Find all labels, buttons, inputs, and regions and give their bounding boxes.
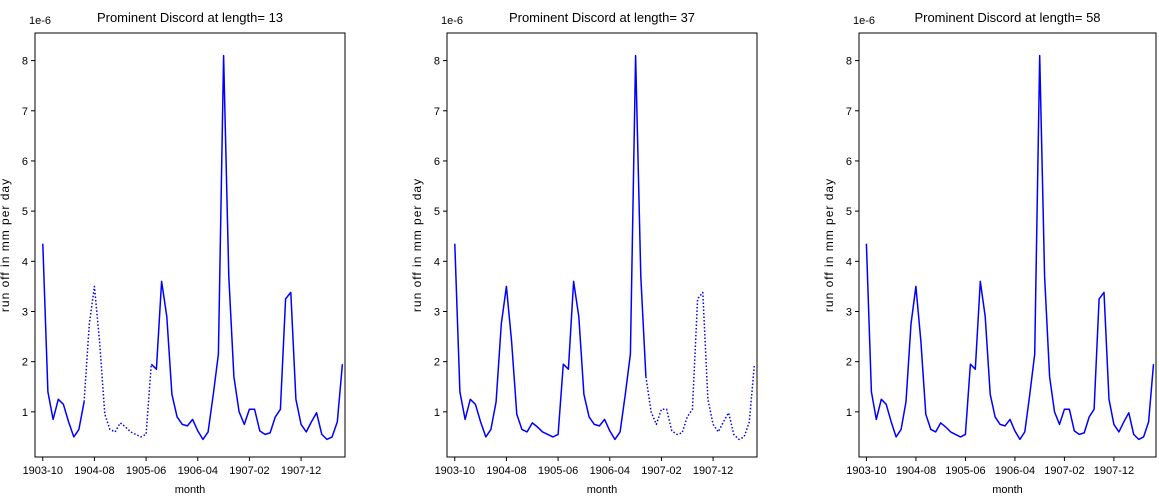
chart-title: Prominent Discord at length= 37 xyxy=(509,10,695,25)
x-axis-label: month xyxy=(992,484,1023,496)
x-tick-label: 1907-12 xyxy=(693,465,733,477)
scale-label: 1e-6 xyxy=(853,15,875,27)
y-tick-label: 2 xyxy=(846,357,852,369)
x-tick-label: 1904-08 xyxy=(896,465,936,477)
chart-panel: 1 2 3 4 5 6 7 8 1903-10 1904-08 1905-06 1906-04 1907… xyxy=(0,10,346,496)
y-tick-label: 2 xyxy=(434,357,440,369)
y-tick-label: 7 xyxy=(846,106,852,118)
y-tick-label: 5 xyxy=(22,206,28,218)
y-tick-label: 8 xyxy=(434,56,440,68)
y-tick-label: 8 xyxy=(846,56,852,68)
y-axis-label: run off in mm per day xyxy=(822,178,836,312)
discord-line xyxy=(83,285,153,438)
y-tick-label: 5 xyxy=(434,206,440,218)
x-tick-label: 1907-02 xyxy=(229,465,269,477)
y-tick-label: 4 xyxy=(22,256,28,268)
series-line xyxy=(454,54,647,441)
y-tick-label: 4 xyxy=(434,256,440,268)
y-axis-label: run off in mm per day xyxy=(410,178,424,312)
scale-label: 1e-6 xyxy=(441,15,463,27)
chart-title: Prominent Discord at length= 58 xyxy=(914,10,1100,25)
x-tick-label: 1906-04 xyxy=(178,465,218,477)
y-tick-label: 1 xyxy=(434,407,440,419)
chart-panel: 1 2 3 4 5 6 7 8 1903-10 1904-08 1905-06 1906-04 1907… xyxy=(410,10,758,496)
y-tick-label: 3 xyxy=(434,306,440,318)
y-axis-label: run off in mm per day xyxy=(0,178,12,312)
x-tick-label: 1904-08 xyxy=(486,465,526,477)
x-tick-label: 1907-02 xyxy=(1044,465,1084,477)
y-tick-label: 6 xyxy=(434,156,440,168)
y-tick-label: 5 xyxy=(846,206,852,218)
x-axis-label: month xyxy=(175,484,206,496)
y-tick-label: 7 xyxy=(434,106,440,118)
x-tick-label: 1905-06 xyxy=(538,465,578,477)
chart-panel: 1 2 3 4 5 6 7 8 1903-10 1904-08 1905-06 1906-04 1907… xyxy=(822,10,1157,496)
y-tick-label: 2 xyxy=(22,357,28,369)
chart-title: Prominent Discord at length= 13 xyxy=(97,10,283,25)
x-tick-label: 1907-12 xyxy=(1094,465,1134,477)
x-tick-label: 1906-04 xyxy=(590,465,630,477)
plot-frame xyxy=(34,32,346,458)
discord-line xyxy=(645,291,756,441)
x-tick-label: 1905-06 xyxy=(945,465,985,477)
discord-line xyxy=(865,54,1155,441)
series-line xyxy=(150,54,344,441)
y-tick-label: 6 xyxy=(22,156,28,168)
x-tick-label: 1907-12 xyxy=(281,465,321,477)
series-line xyxy=(42,243,85,438)
x-tick-label: 1903-10 xyxy=(23,465,63,477)
y-tick-label: 3 xyxy=(22,306,28,318)
x-tick-label: 1906-04 xyxy=(995,465,1035,477)
plot-frame xyxy=(858,32,1157,458)
y-tick-label: 1 xyxy=(22,407,28,419)
x-axis-label: month xyxy=(587,484,618,496)
x-tick-label: 1904-08 xyxy=(74,465,114,477)
y-tick-label: 3 xyxy=(846,306,852,318)
x-tick-label: 1905-06 xyxy=(126,465,166,477)
y-tick-label: 4 xyxy=(846,256,852,268)
scale-label: 1e-6 xyxy=(29,15,51,27)
plot-frame xyxy=(446,32,758,458)
x-tick-label: 1903-10 xyxy=(846,465,886,477)
x-tick-label: 1907-02 xyxy=(641,465,681,477)
y-tick-label: 7 xyxy=(22,106,28,118)
y-tick-label: 1 xyxy=(846,407,852,419)
x-tick-label: 1903-10 xyxy=(435,465,475,477)
y-tick-label: 8 xyxy=(22,56,28,68)
y-tick-label: 6 xyxy=(846,156,852,168)
